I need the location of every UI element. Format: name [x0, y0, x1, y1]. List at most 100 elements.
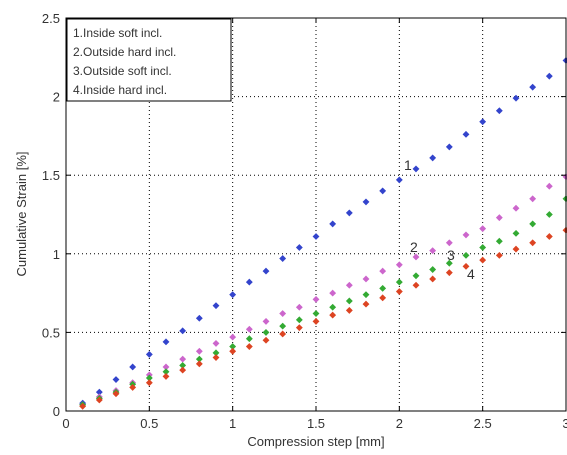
x-tick-label: 1: [229, 416, 236, 431]
data-point: [362, 198, 370, 206]
data-point: [129, 363, 137, 371]
data-point: [479, 118, 487, 126]
data-point: [279, 330, 287, 338]
data-point: [179, 327, 187, 335]
data-point: [312, 310, 320, 317]
data-point: [295, 303, 303, 311]
data-point: [245, 343, 253, 350]
legend-entry-3: 3.Outside soft incl.: [73, 64, 172, 78]
data-point: [512, 94, 520, 102]
data-point: [529, 83, 537, 91]
data-point: [162, 338, 170, 346]
y-tick-label: 2: [53, 90, 60, 105]
data-point: [145, 350, 153, 358]
x-tick-label: 1.5: [307, 416, 325, 431]
series-1: [79, 57, 567, 407]
x-tick-label: 0: [62, 416, 69, 431]
data-point: [529, 195, 537, 203]
series-annotation-3: 3: [447, 247, 455, 263]
data-point: [95, 396, 103, 404]
data-point: [445, 143, 453, 151]
data-point: [395, 176, 403, 184]
y-tick-label: 2.5: [42, 11, 60, 26]
data-point: [179, 366, 187, 374]
series-annotation-1: 1: [404, 157, 412, 173]
data-point: [345, 306, 353, 314]
y-axis-label: Cumulative Strain [%]: [14, 152, 29, 277]
legend-entry-2: 2.Outside hard incl.: [73, 45, 176, 59]
data-point: [345, 281, 353, 289]
data-point: [162, 372, 170, 380]
data-point: [229, 333, 237, 341]
data-point: [412, 281, 420, 289]
x-tick-label: 2.5: [474, 416, 492, 431]
series-annotation-2: 2: [410, 239, 418, 255]
data-point: [345, 209, 353, 217]
data-point: [462, 130, 470, 138]
series-annotation-4: 4: [467, 266, 475, 282]
data-point: [479, 244, 487, 251]
data-point: [245, 278, 253, 286]
data-point: [329, 311, 337, 319]
x-tick-label: 0.5: [140, 416, 158, 431]
data-point: [312, 295, 320, 303]
data-point: [245, 325, 253, 333]
data-point: [445, 259, 453, 267]
data-point: [362, 291, 370, 299]
data-point: [429, 247, 437, 255]
data-point: [495, 214, 503, 222]
y-tick-label: 1.5: [42, 168, 60, 183]
data-point: [195, 360, 203, 368]
data-point: [229, 291, 237, 299]
data-point: [295, 324, 303, 332]
data-point: [412, 253, 420, 261]
data-point: [462, 231, 470, 239]
series-4: [79, 226, 567, 410]
data-point: [112, 376, 120, 383]
data-point: [479, 225, 487, 233]
data-point: [395, 261, 403, 269]
data-point: [279, 255, 287, 262]
data-point: [379, 284, 387, 292]
data-point: [295, 316, 303, 324]
data-point: [362, 275, 370, 283]
data-point: [212, 354, 220, 361]
data-point: [145, 379, 153, 387]
data-point: [462, 262, 470, 270]
data-point: [379, 267, 387, 275]
data-point: [345, 297, 353, 305]
data-point: [512, 229, 520, 237]
y-tick-label: 0.5: [42, 325, 60, 340]
axis-ticks: 0 0.5 1 1.5 2 2.5 3 0 0.5 1 1.5 2 2.5: [42, 11, 567, 431]
data-point: [512, 245, 520, 253]
legend-entry-4: 4.Inside hard incl.: [73, 83, 167, 97]
data-point: [212, 302, 220, 310]
data-point: [429, 266, 437, 273]
data-point: [245, 335, 253, 343]
y-tick-label: 0: [53, 404, 60, 419]
data-point: [262, 267, 270, 275]
data-point: [195, 347, 203, 355]
data-point: [279, 310, 287, 317]
data-point: [545, 233, 553, 240]
data-point: [395, 288, 403, 295]
legend-box: [66, 18, 232, 102]
data-point: [379, 294, 387, 302]
data-point: [429, 275, 437, 283]
data-point: [445, 239, 453, 247]
data-point: [312, 317, 320, 325]
data-point: [495, 237, 503, 245]
data-point: [112, 390, 120, 398]
data-point: [512, 204, 520, 212]
data-point: [229, 347, 237, 355]
data-point: [212, 339, 220, 347]
data-point: [545, 182, 553, 190]
data-point: [545, 211, 553, 218]
legend: 1.Inside soft incl. 2.Outside hard incl.…: [66, 18, 232, 102]
y-tick-label: 1: [53, 247, 60, 262]
data-point: [262, 336, 270, 344]
data-point: [412, 165, 420, 173]
data-point: [495, 107, 503, 115]
data-point: [329, 289, 337, 297]
data-point: [195, 314, 203, 322]
